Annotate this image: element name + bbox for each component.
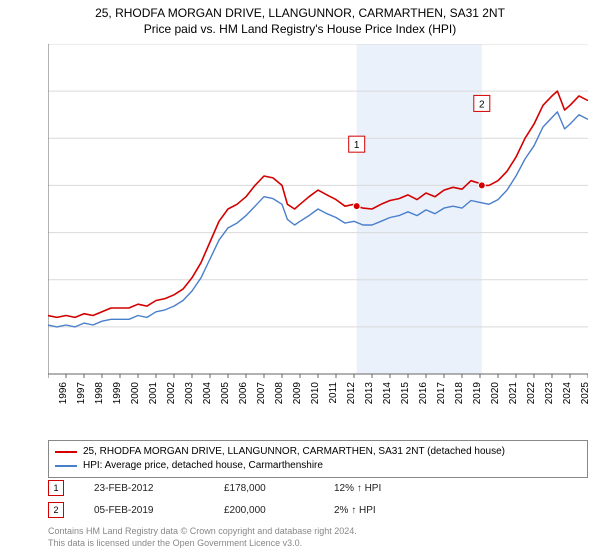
- svg-text:1999: 1999: [112, 382, 123, 404]
- legend-box: 25, RHODFA MORGAN DRIVE, LLANGUNNOR, CAR…: [48, 440, 588, 478]
- legend-row-price-paid: 25, RHODFA MORGAN DRIVE, LLANGUNNOR, CAR…: [55, 445, 581, 459]
- marker-row-1: 1 23-FEB-2012 £178,000 12% ↑ HPI: [48, 480, 414, 496]
- svg-text:2005: 2005: [220, 382, 231, 404]
- svg-text:2001: 2001: [148, 382, 159, 404]
- chart-subtitle: Price paid vs. HM Land Registry's House …: [0, 20, 600, 40]
- svg-text:2003: 2003: [184, 382, 195, 404]
- legend-row-hpi: HPI: Average price, detached house, Carm…: [55, 459, 581, 473]
- legend-label-hpi: HPI: Average price, detached house, Carm…: [83, 459, 323, 473]
- marker-hpi-1: 12% ↑ HPI: [334, 483, 414, 494]
- svg-text:2007: 2007: [256, 382, 267, 404]
- footer-line-1: Contains HM Land Registry data © Crown c…: [48, 526, 357, 538]
- svg-text:2021: 2021: [508, 382, 519, 404]
- svg-text:2002: 2002: [166, 382, 177, 404]
- svg-text:2011: 2011: [328, 382, 339, 404]
- svg-text:2014: 2014: [382, 382, 393, 404]
- svg-text:2013: 2013: [364, 382, 375, 404]
- marker-price-1: £178,000: [224, 483, 304, 494]
- marker-badge-1: 1: [48, 480, 64, 496]
- marker-hpi-2: 2% ↑ HPI: [334, 505, 414, 516]
- svg-text:2020: 2020: [490, 382, 501, 404]
- svg-text:2024: 2024: [562, 382, 573, 404]
- svg-text:2017: 2017: [436, 382, 447, 404]
- svg-text:2010: 2010: [310, 382, 321, 404]
- chart-container: 25, RHODFA MORGAN DRIVE, LLANGUNNOR, CAR…: [0, 0, 600, 560]
- chart-svg: £0£50K£100K£150K£200K£250K£300K£350K1995…: [48, 44, 588, 404]
- svg-text:2000: 2000: [130, 382, 141, 404]
- svg-text:2009: 2009: [292, 382, 303, 404]
- svg-text:1998: 1998: [94, 382, 105, 404]
- svg-text:2025: 2025: [580, 382, 588, 404]
- svg-text:1996: 1996: [58, 382, 69, 404]
- chart-title: 25, RHODFA MORGAN DRIVE, LLANGUNNOR, CAR…: [0, 0, 600, 20]
- marker-price-2: £200,000: [224, 505, 304, 516]
- legend-swatch-hpi: [55, 465, 77, 467]
- svg-text:2004: 2004: [202, 382, 213, 404]
- svg-text:2: 2: [479, 99, 485, 110]
- svg-text:2019: 2019: [472, 382, 483, 404]
- marker-badge-2: 2: [48, 502, 64, 518]
- svg-text:2016: 2016: [418, 382, 429, 404]
- marker-date-2: 05-FEB-2019: [94, 505, 194, 516]
- marker-table: 1 23-FEB-2012 £178,000 12% ↑ HPI 2 05-FE…: [48, 480, 414, 524]
- marker-row-2: 2 05-FEB-2019 £200,000 2% ↑ HPI: [48, 502, 414, 518]
- svg-text:2022: 2022: [526, 382, 537, 404]
- svg-text:2012: 2012: [346, 382, 357, 404]
- svg-text:2023: 2023: [544, 382, 555, 404]
- svg-text:1997: 1997: [76, 382, 87, 404]
- svg-text:1: 1: [354, 140, 360, 151]
- legend-label-price-paid: 25, RHODFA MORGAN DRIVE, LLANGUNNOR, CAR…: [83, 445, 505, 459]
- svg-text:2008: 2008: [274, 382, 285, 404]
- footer-attribution: Contains HM Land Registry data © Crown c…: [48, 526, 357, 549]
- marker-date-1: 23-FEB-2012: [94, 483, 194, 494]
- svg-text:2018: 2018: [454, 382, 465, 404]
- chart-plot-area: £0£50K£100K£150K£200K£250K£300K£350K1995…: [48, 44, 588, 404]
- footer-line-2: This data is licensed under the Open Gov…: [48, 538, 357, 550]
- svg-text:2006: 2006: [238, 382, 249, 404]
- legend-swatch-price-paid: [55, 451, 77, 453]
- svg-text:1995: 1995: [48, 382, 51, 404]
- svg-text:2015: 2015: [400, 382, 411, 404]
